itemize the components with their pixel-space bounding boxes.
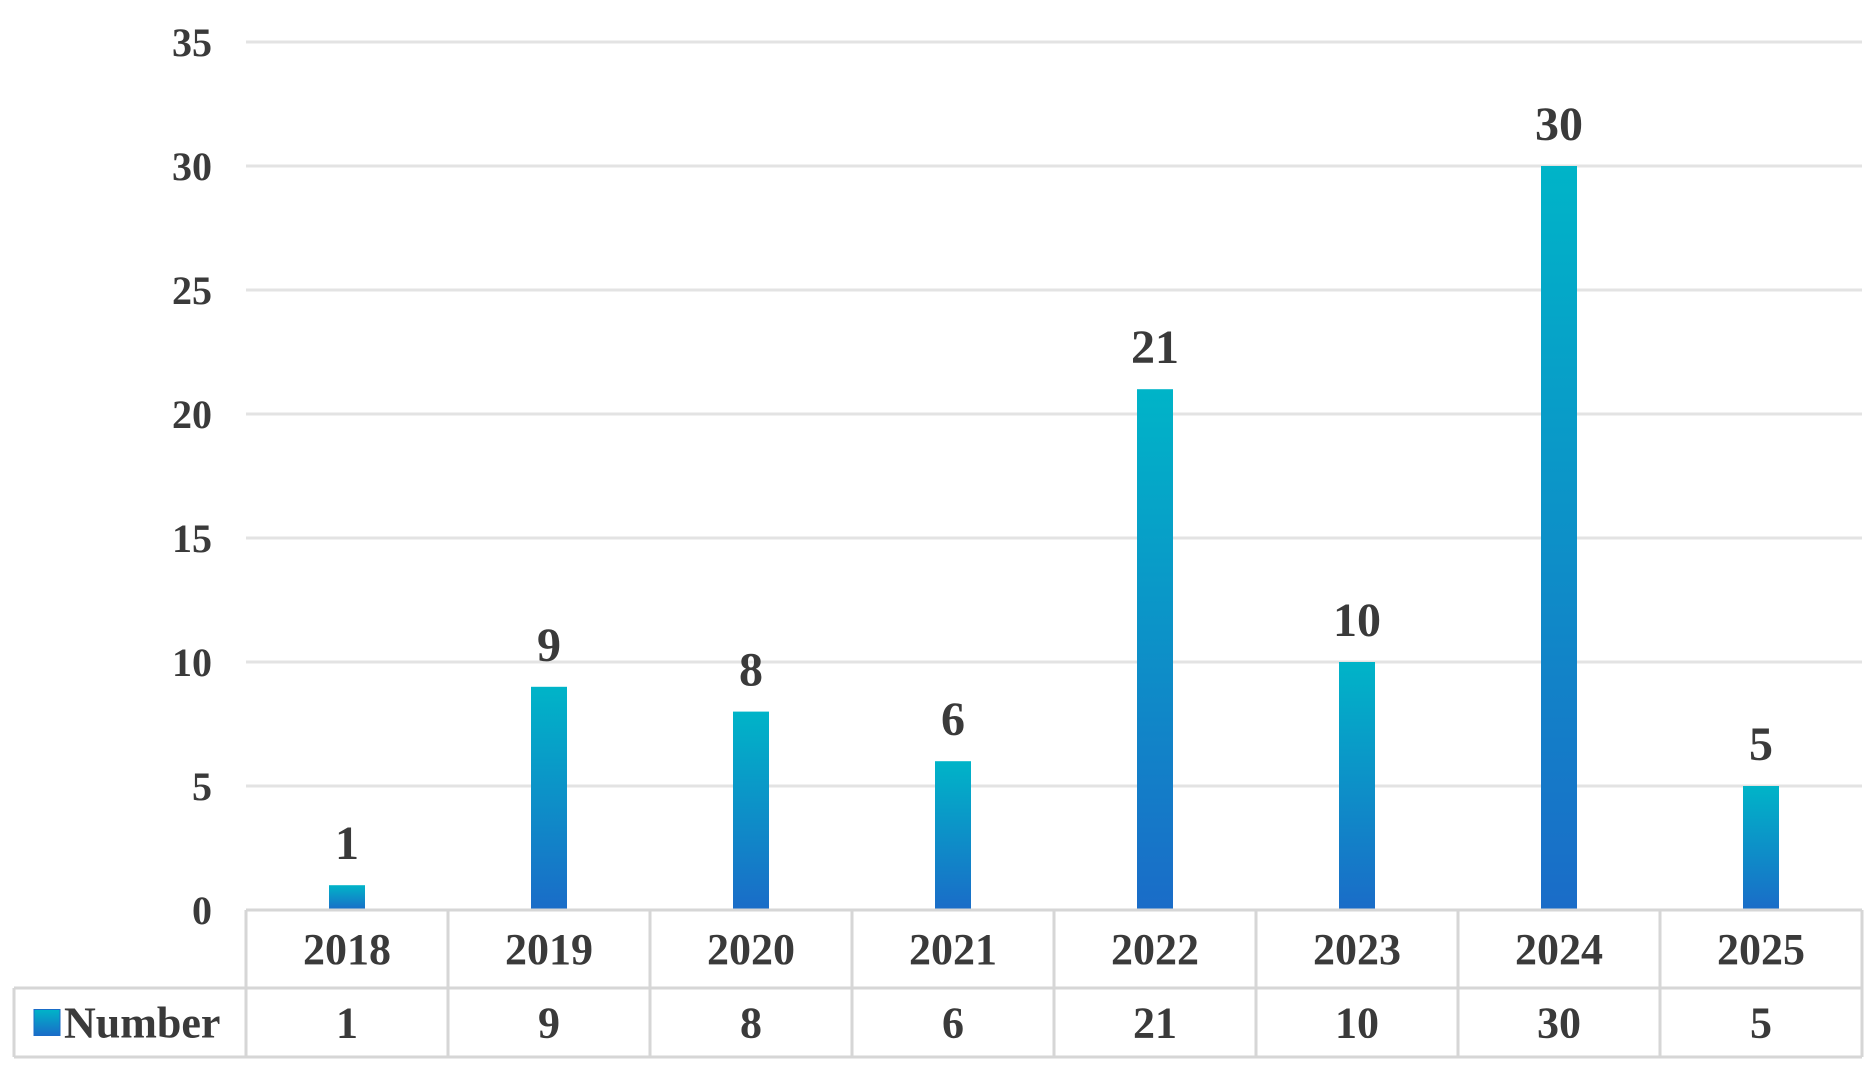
bars (329, 166, 1779, 910)
y-tick-label: 35 (172, 20, 212, 65)
y-tick-label: 10 (172, 640, 212, 685)
table-value-cell: 9 (538, 999, 560, 1048)
data-label: 8 (739, 644, 763, 697)
table-value-cell: 5 (1750, 999, 1772, 1048)
table-value-cell: 6 (942, 999, 964, 1048)
data-label: 6 (941, 693, 965, 746)
data-label: 21 (1131, 321, 1179, 374)
x-category-label: 2018 (303, 925, 391, 974)
y-tick-label: 30 (172, 144, 212, 189)
x-category-label: 2024 (1515, 925, 1603, 974)
bar (1137, 389, 1173, 910)
bar (733, 711, 769, 910)
x-category-label: 2025 (1717, 925, 1805, 974)
table-value-cell: 8 (740, 999, 762, 1048)
bar (1541, 166, 1577, 910)
legend-swatch (33, 1009, 61, 1036)
bar (1743, 786, 1779, 910)
bar (935, 761, 971, 910)
x-category-label: 2019 (505, 925, 593, 974)
y-tick-label: 25 (172, 268, 212, 313)
table-value-cell: 21 (1133, 999, 1177, 1048)
data-labels: 1 9 8 6 21 10 30 5 (335, 98, 1773, 870)
table-value-cell: 10 (1335, 999, 1379, 1048)
y-axis-ticks: 0 5 10 15 20 25 30 35 (172, 20, 212, 933)
data-table: 2018 1 2019 9 2020 8 2021 6 2022 21 2023 10 2024 30 20… (12, 908, 1864, 1059)
table-value-cell: 1 (336, 999, 358, 1048)
data-label: 5 (1749, 718, 1773, 771)
table-value-cell: 30 (1537, 999, 1581, 1048)
data-label: 10 (1333, 594, 1381, 647)
y-tick-label: 0 (192, 888, 212, 933)
y-tick-label: 15 (172, 516, 212, 561)
data-label: 1 (335, 817, 359, 870)
data-label: 30 (1535, 98, 1583, 151)
legend-label: Number (64, 999, 220, 1048)
y-tick-label: 20 (172, 392, 212, 437)
bar (531, 686, 567, 910)
data-label: 9 (537, 619, 561, 672)
x-category-label: 2023 (1313, 925, 1401, 974)
x-category-label: 2021 (909, 925, 997, 974)
x-category-label: 2020 (707, 925, 795, 974)
y-tick-label: 5 (192, 764, 212, 809)
bar (329, 885, 365, 910)
gridlines (246, 40, 1862, 788)
x-category-label: 2022 (1111, 925, 1199, 974)
bar (1339, 662, 1375, 910)
